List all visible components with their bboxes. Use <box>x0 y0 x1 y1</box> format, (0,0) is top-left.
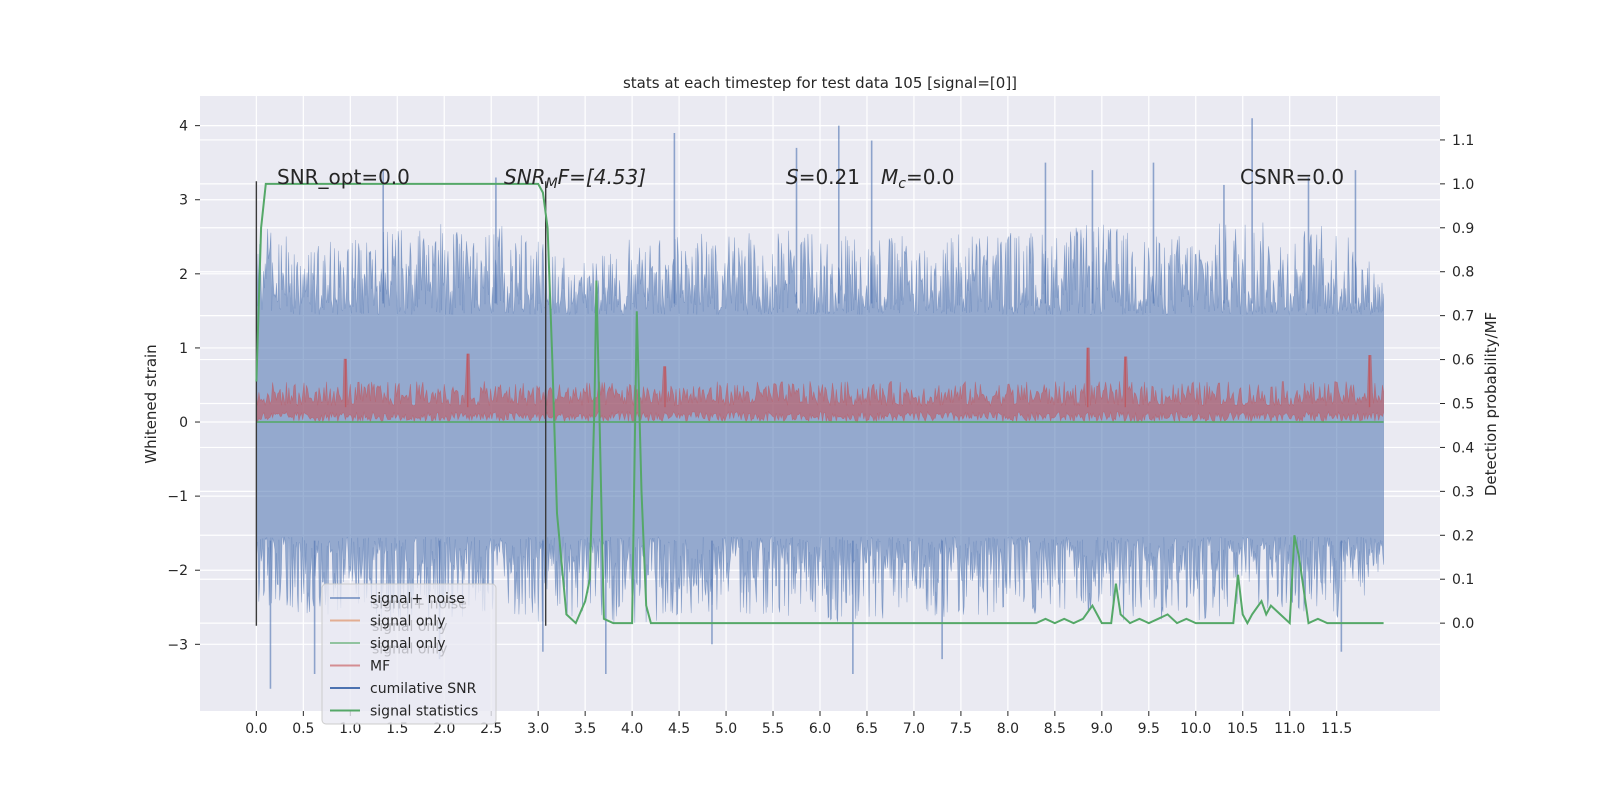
x-tick-label: 9.5 <box>1138 721 1160 737</box>
x-tick-label: 2.5 <box>480 721 502 737</box>
mc-subscript: c <box>898 176 906 192</box>
y-tick-label-left: 0 <box>179 415 188 431</box>
y-tick-label-right: 0.0 <box>1452 616 1474 632</box>
x-tick-label: 6.0 <box>809 721 831 737</box>
series-cumilative-snr <box>255 181 547 626</box>
legend-label: signal+ noise <box>370 591 465 607</box>
legend-label: signal only <box>370 636 445 652</box>
y-tick-label-left: 4 <box>179 119 188 135</box>
legend-label: signal statistics <box>370 704 478 720</box>
x-tick-label: 5.5 <box>762 721 784 737</box>
y-tick-label-left: −1 <box>167 489 188 505</box>
y-axis-label-left: Whitened strain <box>142 344 160 463</box>
y-tick-label-right: 0.6 <box>1452 353 1474 369</box>
s-value: =0.21 <box>799 165 860 189</box>
y-tick-label-right: 0.9 <box>1452 221 1474 237</box>
annotation-snr-opt: SNR_opt=0.0 <box>277 165 410 189</box>
y-tick-label-right: 0.8 <box>1452 265 1474 281</box>
series-mf <box>256 347 1384 424</box>
x-tick-label: 3.0 <box>527 721 549 737</box>
x-tick-label: 7.0 <box>903 721 925 737</box>
x-tick-label: 3.5 <box>574 721 596 737</box>
x-tick-label: 7.5 <box>950 721 972 737</box>
y-tick-label-right: 0.4 <box>1452 440 1474 456</box>
y-axis-label-right: Detection probability/MF <box>1482 312 1500 496</box>
annotation-layer: SNR_opt=0.0 SNRMF=[4.53] S=0.21 Mc=0.0 CSNR=… <box>277 165 1344 192</box>
y-tick-label-left: −3 <box>167 637 188 653</box>
x-tick-label: 10.5 <box>1227 721 1258 737</box>
annotation-s: S=0.21 <box>786 165 860 189</box>
legend-ghost-label: signal only <box>372 619 447 635</box>
x-tick-label: 5.0 <box>715 721 737 737</box>
legend-ghost-label: signal+ noise <box>372 597 467 613</box>
y-tick-label-right: 0.1 <box>1452 572 1474 588</box>
x-tick-label: 4.5 <box>668 721 690 737</box>
y-tick-label-left: 3 <box>179 193 188 209</box>
mc-symbol: M <box>881 165 898 189</box>
x-tick-label: 1.0 <box>339 721 361 737</box>
x-tick-label: 8.5 <box>1044 721 1066 737</box>
x-tick-label: 6.5 <box>856 721 878 737</box>
legend-label: MF <box>370 659 390 675</box>
chart-title: stats at each timestep for test data 105… <box>623 74 1017 92</box>
x-tick-label: 8.0 <box>997 721 1019 737</box>
x-tick-label: 11.5 <box>1321 721 1352 737</box>
y-tick-label-right: 0.5 <box>1452 397 1474 413</box>
y-tick-label-left: 2 <box>179 267 188 283</box>
annotation-snr-mf: SNRMF=[4.53] <box>504 165 646 192</box>
x-tick-label: 0.5 <box>292 721 314 737</box>
x-tick-label: 0.0 <box>245 721 267 737</box>
legend-ghost-label: signal only <box>372 642 447 658</box>
mc-value: =0.0 <box>906 165 955 189</box>
x-tick-label: 2.0 <box>433 721 455 737</box>
annotation-mc: Mc=0.0 <box>881 165 955 192</box>
legend-label: cumilative SNR <box>370 681 477 697</box>
legend-frame <box>321 583 497 725</box>
x-tick-label: 10.0 <box>1180 721 1211 737</box>
tick-layer: 0.0 0.5 1.0 1.5 2.0 2.5 3.0 3.5 4.0 4.5 5.0 5.5 6.0 6… <box>167 119 1474 737</box>
mf-trace <box>256 347 1384 424</box>
y-tick-label-right: 0.3 <box>1452 484 1474 500</box>
y-tick-label-left: −2 <box>167 563 188 579</box>
y-tick-label-right: 0.2 <box>1452 528 1474 544</box>
snr-subscript: M <box>546 176 558 192</box>
x-tick-label: 1.5 <box>386 721 408 737</box>
y-tick-label-right: 1.1 <box>1452 133 1474 149</box>
annotation-csnr: CSNR=0.0 <box>1240 165 1344 189</box>
signal-statistics-line <box>255 182 1384 626</box>
y-tick-label-left: 1 <box>179 341 188 357</box>
y-tick-label-right: 1.0 <box>1452 177 1474 193</box>
snr-symbol: SNR <box>504 165 546 189</box>
legend-label: signal only <box>370 614 445 630</box>
snr-mf-value: F=[4.53] <box>558 165 646 189</box>
series-signal-statistics <box>255 182 1384 626</box>
x-tick-label: 11.0 <box>1274 721 1305 737</box>
x-tick-label: 9.0 <box>1091 721 1113 737</box>
y-tick-label-right: 0.7 <box>1452 309 1474 325</box>
x-tick-label: 4.0 <box>621 721 643 737</box>
s-symbol: S <box>786 165 799 189</box>
series-layer <box>255 118 1384 689</box>
